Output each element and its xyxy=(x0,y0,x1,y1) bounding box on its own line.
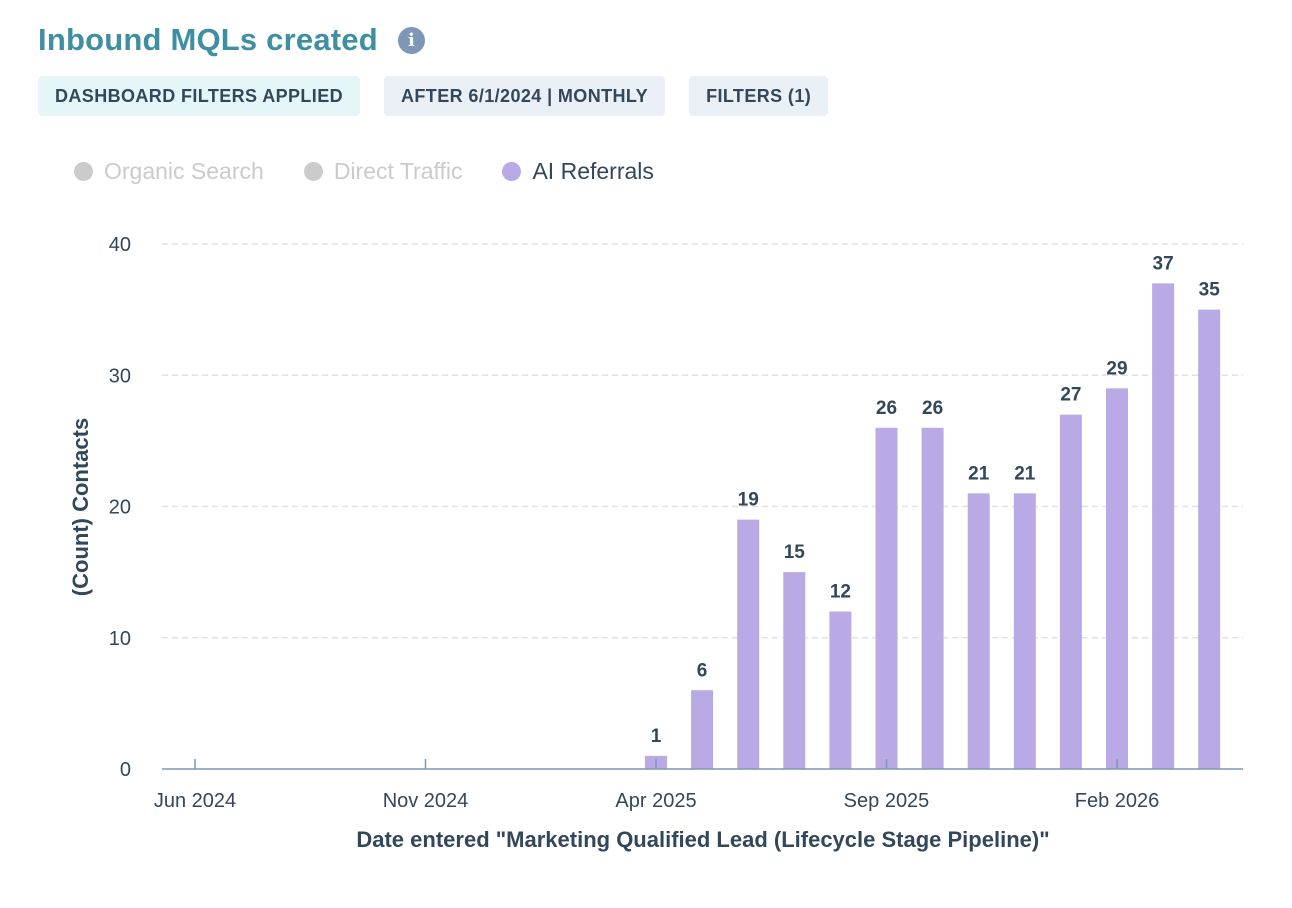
bar[interactable] xyxy=(1013,493,1036,769)
legend-item-ai-referrals[interactable]: AI Referrals xyxy=(502,158,654,185)
bar[interactable] xyxy=(921,427,944,769)
legend-item-direct-traffic[interactable]: Direct Traffic xyxy=(303,158,463,185)
x-tick-label: Apr 2025 xyxy=(615,790,696,812)
legend-label-ai-referrals: AI Referrals xyxy=(532,158,654,184)
data-label: 27 xyxy=(1060,385,1081,406)
bar[interactable] xyxy=(737,519,760,769)
data-label: 12 xyxy=(830,582,851,603)
bar[interactable] xyxy=(691,690,714,769)
bar[interactable] xyxy=(829,611,852,770)
data-label: 15 xyxy=(784,542,806,563)
date-range-chip[interactable]: AFTER 6/1/2024 | MONTHLY xyxy=(384,76,666,116)
legend: Organic Search Direct Traffic AI Referra… xyxy=(74,158,694,185)
legend-dot-organic-search xyxy=(74,162,93,181)
data-label: 29 xyxy=(1106,358,1127,379)
legend-label-direct-traffic: Direct Traffic xyxy=(333,158,463,184)
data-label: 21 xyxy=(968,463,990,484)
y-tick-label: 20 xyxy=(109,497,131,519)
bar[interactable] xyxy=(1152,283,1175,769)
chart-title: Inbound MQLs created xyxy=(38,22,378,57)
x-tick-label: Jun 2024 xyxy=(154,790,236,812)
bar[interactable] xyxy=(967,493,990,769)
bar[interactable] xyxy=(1198,309,1221,769)
legend-item-organic-search[interactable]: Organic Search xyxy=(74,158,264,185)
filter-chips: DASHBOARD FILTERS APPLIED AFTER 6/1/2024… xyxy=(38,76,852,116)
y-tick-label: 0 xyxy=(120,759,131,781)
info-icon[interactable]: i xyxy=(397,26,425,54)
bar[interactable] xyxy=(1106,388,1128,769)
y-axis-title: (Count) Contacts xyxy=(68,418,93,596)
legend-dot-direct-traffic xyxy=(303,162,323,181)
x-tick-label: Feb 2026 xyxy=(1075,790,1160,812)
bar[interactable] xyxy=(875,427,898,769)
legend-dot-ai-referrals xyxy=(502,162,522,181)
y-tick-label: 40 xyxy=(109,234,131,256)
x-tick-label: Nov 2024 xyxy=(383,790,469,812)
data-label: 1 xyxy=(651,726,662,747)
data-label: 35 xyxy=(1199,280,1221,301)
filters-chip[interactable]: FILTERS (1) xyxy=(689,76,829,116)
data-label: 37 xyxy=(1153,253,1174,274)
y-tick-label: 10 xyxy=(109,628,131,650)
data-label: 19 xyxy=(738,490,759,511)
data-label: 6 xyxy=(697,660,708,681)
data-label: 21 xyxy=(1014,463,1036,484)
bar[interactable] xyxy=(783,572,806,769)
x-axis-title: Date entered "Marketing Qualified Lead (… xyxy=(356,827,1049,852)
data-label: 26 xyxy=(876,398,897,419)
dashboard-filters-chip[interactable]: DASHBOARD FILTERS APPLIED xyxy=(38,76,361,116)
y-tick-label: 30 xyxy=(109,365,131,387)
title-row: Inbound MQLs created i xyxy=(38,22,425,58)
bar[interactable] xyxy=(1059,414,1082,769)
legend-label-organic-search: Organic Search xyxy=(104,158,264,184)
data-label: 26 xyxy=(922,398,943,419)
x-tick-label: Sep 2025 xyxy=(844,790,930,812)
